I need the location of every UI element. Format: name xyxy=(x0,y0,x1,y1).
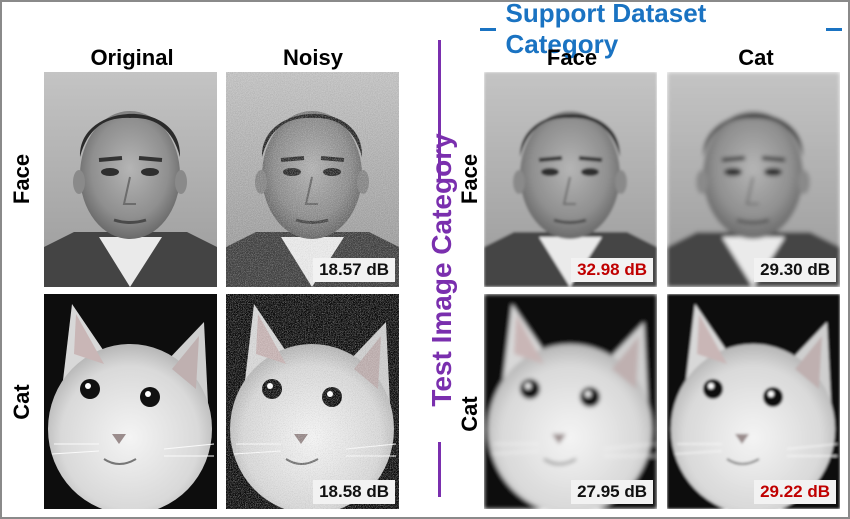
face-portrait-icon xyxy=(44,72,217,287)
image-cat-support-face: 27.95 dB xyxy=(484,294,657,509)
image-cat-support-cat: 29.22 dB xyxy=(667,294,840,509)
image-cat-original xyxy=(44,294,217,509)
psnr-cat-support-cat: 29.22 dB xyxy=(754,480,836,504)
row-label-face-left: Face xyxy=(9,153,34,205)
face-portrait-icon xyxy=(226,72,399,287)
column-header-support-face: Face xyxy=(546,45,598,70)
test-category-line-bottom xyxy=(438,442,441,497)
psnr-face-noisy: 18.57 dB xyxy=(313,258,395,282)
support-dataset-title: Support Dataset Category xyxy=(480,0,842,59)
column-header-support-cat: Cat xyxy=(738,45,774,70)
face-portrait-icon xyxy=(667,72,840,287)
psnr-face-support-cat: 29.30 dB xyxy=(754,258,836,282)
psnr-cat-noisy: 18.58 dB xyxy=(313,480,395,504)
test-image-category-label: Test Image Category xyxy=(426,133,457,407)
row-label-cat-right: Cat xyxy=(457,396,482,432)
psnr-face-support-face: 32.98 dB xyxy=(571,258,653,282)
support-dataset-label: Support Dataset Category xyxy=(505,0,707,59)
row-label-cat-left: Cat xyxy=(9,384,34,420)
cat-portrait-icon xyxy=(44,294,217,509)
face-portrait-icon xyxy=(484,72,657,287)
psnr-cat-support-face: 27.95 dB xyxy=(571,480,653,504)
image-face-noisy: 18.57 dB xyxy=(226,72,399,287)
cat-portrait-icon xyxy=(667,294,840,509)
row-label-face-right: Face xyxy=(457,153,482,205)
title-dash-right xyxy=(826,27,842,31)
column-header-original: Original xyxy=(90,45,174,70)
image-face-support-cat: 29.30 dB xyxy=(667,72,840,287)
image-face-original xyxy=(44,72,217,287)
title-dash-left xyxy=(480,27,496,31)
cat-portrait-icon xyxy=(226,294,399,509)
column-header-noisy: Noisy xyxy=(283,45,343,70)
test-category-line-top xyxy=(438,40,441,180)
image-cat-noisy: 18.58 dB xyxy=(226,294,399,509)
cat-portrait-icon xyxy=(484,294,657,509)
image-face-support-face: 32.98 dB xyxy=(484,72,657,287)
